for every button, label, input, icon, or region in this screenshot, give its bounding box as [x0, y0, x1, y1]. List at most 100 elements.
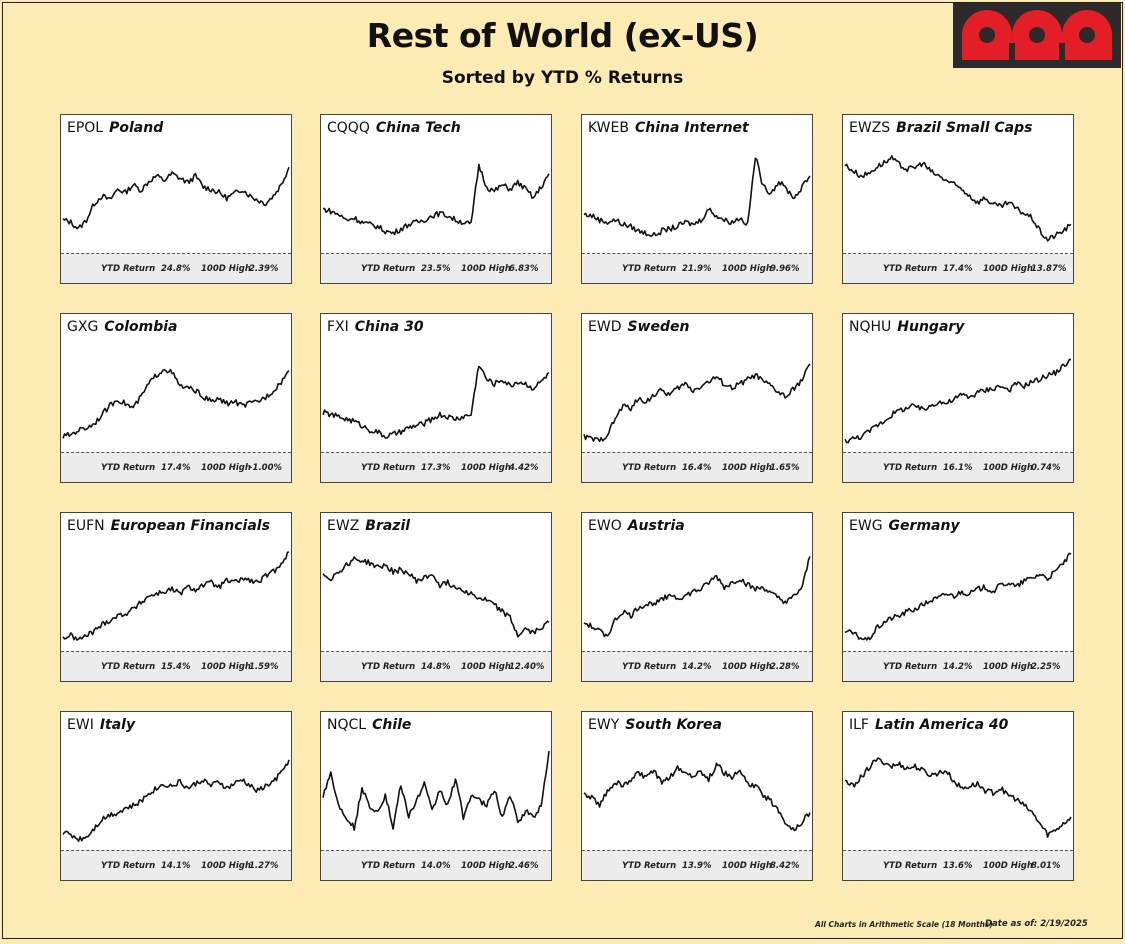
- chart-panel-ewz: EWZ Brazil YTD Return 14.8% 100D High 12.40%: [320, 512, 552, 682]
- ytd-label: YTD Return: [622, 264, 677, 274]
- chart-panel-epol: EPOL Poland YTD Return 24.8% 100D High 2.39%: [60, 114, 292, 284]
- ytd-label: YTD Return: [101, 463, 156, 473]
- high-value: 0.74%: [1031, 463, 1061, 473]
- ytd-value: 14.2%: [682, 662, 712, 672]
- logo-graphic: [962, 10, 1112, 61]
- price-chart: [844, 358, 1072, 444]
- stats-bar: YTD Return 14.1% 100D High 1.27%: [61, 850, 291, 880]
- high-value: 2.46%: [509, 861, 539, 871]
- ticker-symbol: NQHU: [849, 319, 892, 335]
- stats-bar: YTD Return 17.3% 100D High 4.42%: [321, 452, 551, 482]
- price-line: [583, 556, 811, 638]
- ticker-symbol: EWY: [588, 717, 620, 733]
- chart-title: EUFN European Financials: [67, 518, 270, 534]
- price-line: [322, 750, 550, 831]
- price-line: [322, 365, 550, 439]
- stats-bar: YTD Return 24.8% 100D High 2.39%: [61, 253, 291, 283]
- high-value: 8.01%: [1031, 861, 1061, 871]
- high-value: -1.00%: [249, 463, 283, 473]
- price-chart: [844, 552, 1072, 641]
- high-value: 8.42%: [770, 861, 800, 871]
- price-line: [844, 155, 1072, 242]
- ytd-label: YTD Return: [883, 861, 938, 871]
- chart-panel-ilf: ILF Latin America 40 YTD Return 13.6% 100D H…: [842, 711, 1074, 881]
- chart-title: KWEB China Internet: [588, 120, 749, 136]
- ticker-symbol: EWI: [67, 717, 94, 733]
- market-name: Austria: [627, 518, 685, 534]
- market-name: China Tech: [375, 120, 461, 136]
- price-line: [322, 556, 550, 638]
- price-chart: [62, 166, 290, 230]
- ytd-value: 15.4%: [161, 662, 191, 672]
- high-label: 100D High: [201, 264, 251, 274]
- price-chart: [583, 556, 811, 638]
- chart-panel-ewy: EWY South Korea YTD Return 13.9% 100D High 8.…: [581, 711, 813, 881]
- chart-title: CQQQ China Tech: [327, 120, 461, 136]
- ytd-value: 24.8%: [161, 264, 191, 274]
- chart-panel-fxi: FXI China 30 YTD Return 17.3% 100D High 4.42%: [320, 313, 552, 483]
- high-label: 100D High: [722, 662, 772, 672]
- page-title: Rest of World (ex-US): [366, 16, 759, 55]
- price-chart: [322, 365, 550, 439]
- high-value: 13.87%: [1031, 264, 1067, 274]
- high-label: 100D High: [983, 463, 1033, 473]
- ytd-label: YTD Return: [883, 264, 938, 274]
- ytd-label: YTD Return: [622, 463, 677, 473]
- price-line: [844, 552, 1072, 641]
- high-label: 100D High: [201, 662, 251, 672]
- price-line: [844, 358, 1072, 444]
- chart-panel-ewi: EWI Italy YTD Return 14.1% 100D High 1.27%: [60, 711, 292, 881]
- stats-bar: YTD Return 14.2% 100D High 2.28%: [582, 651, 812, 681]
- ytd-label: YTD Return: [101, 861, 156, 871]
- market-name: Hungary: [897, 319, 965, 335]
- ytd-value: 14.8%: [421, 662, 451, 672]
- chart-title: EPOL Poland: [67, 120, 163, 136]
- high-value: 6.83%: [509, 264, 539, 274]
- high-label: 100D High: [461, 463, 511, 473]
- ytd-label: YTD Return: [883, 463, 938, 473]
- price-line: [583, 363, 811, 443]
- high-label: 100D High: [461, 662, 511, 672]
- ticker-symbol: NQCL: [327, 717, 367, 733]
- high-value: 1.59%: [249, 662, 279, 672]
- ytd-value: 14.1%: [161, 861, 191, 871]
- stats-bar: YTD Return 17.4% 100D High -1.00%: [61, 452, 291, 482]
- price-line: [62, 759, 290, 843]
- ticker-symbol: CQQQ: [327, 120, 370, 136]
- price-chart: [62, 551, 290, 641]
- price-line: [322, 163, 550, 236]
- ytd-label: YTD Return: [361, 463, 416, 473]
- price-chart: [583, 762, 811, 832]
- chart-panel-ewg: EWG Germany YTD Return 14.2% 100D High 2.25%: [842, 512, 1074, 682]
- price-line: [62, 166, 290, 230]
- ytd-value: 14.2%: [943, 662, 973, 672]
- ytd-label: YTD Return: [622, 662, 677, 672]
- chart-panel-nqcl: NQCL Chile YTD Return 14.0% 100D High 2.46%: [320, 711, 552, 881]
- chart-panel-ewd: EWD Sweden YTD Return 16.4% 100D High 1.65%: [581, 313, 813, 483]
- market-name: China Internet: [634, 120, 749, 136]
- scale-footnote: All Charts in Arithmetic Scale (18 Month…: [815, 920, 993, 929]
- price-chart: [62, 368, 290, 439]
- ytd-value: 16.4%: [682, 463, 712, 473]
- high-label: 100D High: [983, 264, 1033, 274]
- price-line: [62, 551, 290, 641]
- price-chart: [322, 750, 550, 831]
- market-name: Chile: [372, 717, 412, 733]
- chart-panel-gxg: GXG Colombia YTD Return 17.4% 100D High -1.00…: [60, 313, 292, 483]
- ticker-symbol: EUFN: [67, 518, 105, 534]
- ytd-value: 21.9%: [682, 264, 712, 274]
- ytd-label: YTD Return: [883, 662, 938, 672]
- market-name: Colombia: [104, 319, 178, 335]
- chart-title: FXI China 30: [327, 319, 424, 335]
- high-value: 1.65%: [770, 463, 800, 473]
- ticker-symbol: EWD: [588, 319, 622, 335]
- stats-bar: YTD Return 14.2% 100D High 2.25%: [843, 651, 1073, 681]
- chart-panel-cqqq: CQQQ China Tech YTD Return 23.5% 100D High 6.…: [320, 114, 552, 284]
- ytd-label: YTD Return: [361, 264, 416, 274]
- stats-bar: YTD Return 16.1% 100D High 0.74%: [843, 452, 1073, 482]
- stats-bar: YTD Return 16.4% 100D High 1.65%: [582, 452, 812, 482]
- price-line: [583, 762, 811, 832]
- price-chart: [322, 163, 550, 236]
- chart-panel-kweb: KWEB China Internet YTD Return 21.9% 100D Hi…: [581, 114, 813, 284]
